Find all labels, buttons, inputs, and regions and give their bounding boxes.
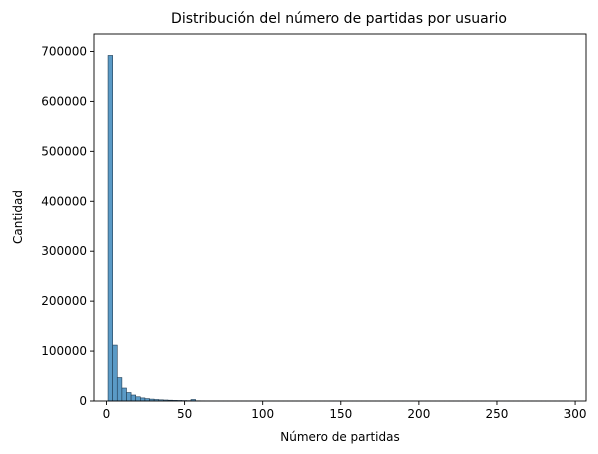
x-tick-label: 250 bbox=[486, 407, 509, 421]
y-tick-label: 700000 bbox=[41, 44, 87, 58]
y-tick-label: 0 bbox=[79, 394, 87, 408]
histogram-bar bbox=[135, 396, 141, 402]
y-tick-label: 400000 bbox=[41, 194, 87, 208]
x-tick-label: 300 bbox=[564, 407, 587, 421]
histogram-bar bbox=[121, 387, 127, 402]
plot-frame bbox=[93, 33, 587, 402]
y-tick-label: 300000 bbox=[41, 244, 87, 258]
x-axis-label: Número de partidas bbox=[280, 430, 399, 444]
x-tick-label: 100 bbox=[251, 407, 274, 421]
histogram-bar bbox=[116, 377, 123, 402]
histogram-bar bbox=[126, 392, 132, 402]
y-tick-label: 100000 bbox=[41, 344, 87, 358]
x-tick-label: 50 bbox=[177, 407, 192, 421]
y-tick-label: 200000 bbox=[41, 294, 87, 308]
x-axis-ticks: 0 50 100 150 200 250 300 bbox=[103, 401, 587, 421]
y-axis-ticks: 0 100000 200000 300000 400000 500000 600000 700… bbox=[41, 44, 94, 408]
y-tick-label: 600000 bbox=[41, 94, 87, 108]
bars-group bbox=[107, 55, 570, 402]
chart-title: Distribución del número de partidas por … bbox=[171, 11, 507, 27]
x-tick-label: 200 bbox=[407, 407, 430, 421]
histogram-bar bbox=[130, 394, 137, 402]
histogram-bar bbox=[112, 344, 118, 402]
y-axis-label: Cantidad bbox=[11, 190, 25, 244]
histogram-bar bbox=[107, 55, 113, 402]
x-tick-label: 0 bbox=[103, 407, 111, 421]
x-tick-label: 150 bbox=[329, 407, 352, 421]
y-tick-label: 500000 bbox=[41, 144, 87, 158]
histogram-bar bbox=[140, 397, 146, 402]
